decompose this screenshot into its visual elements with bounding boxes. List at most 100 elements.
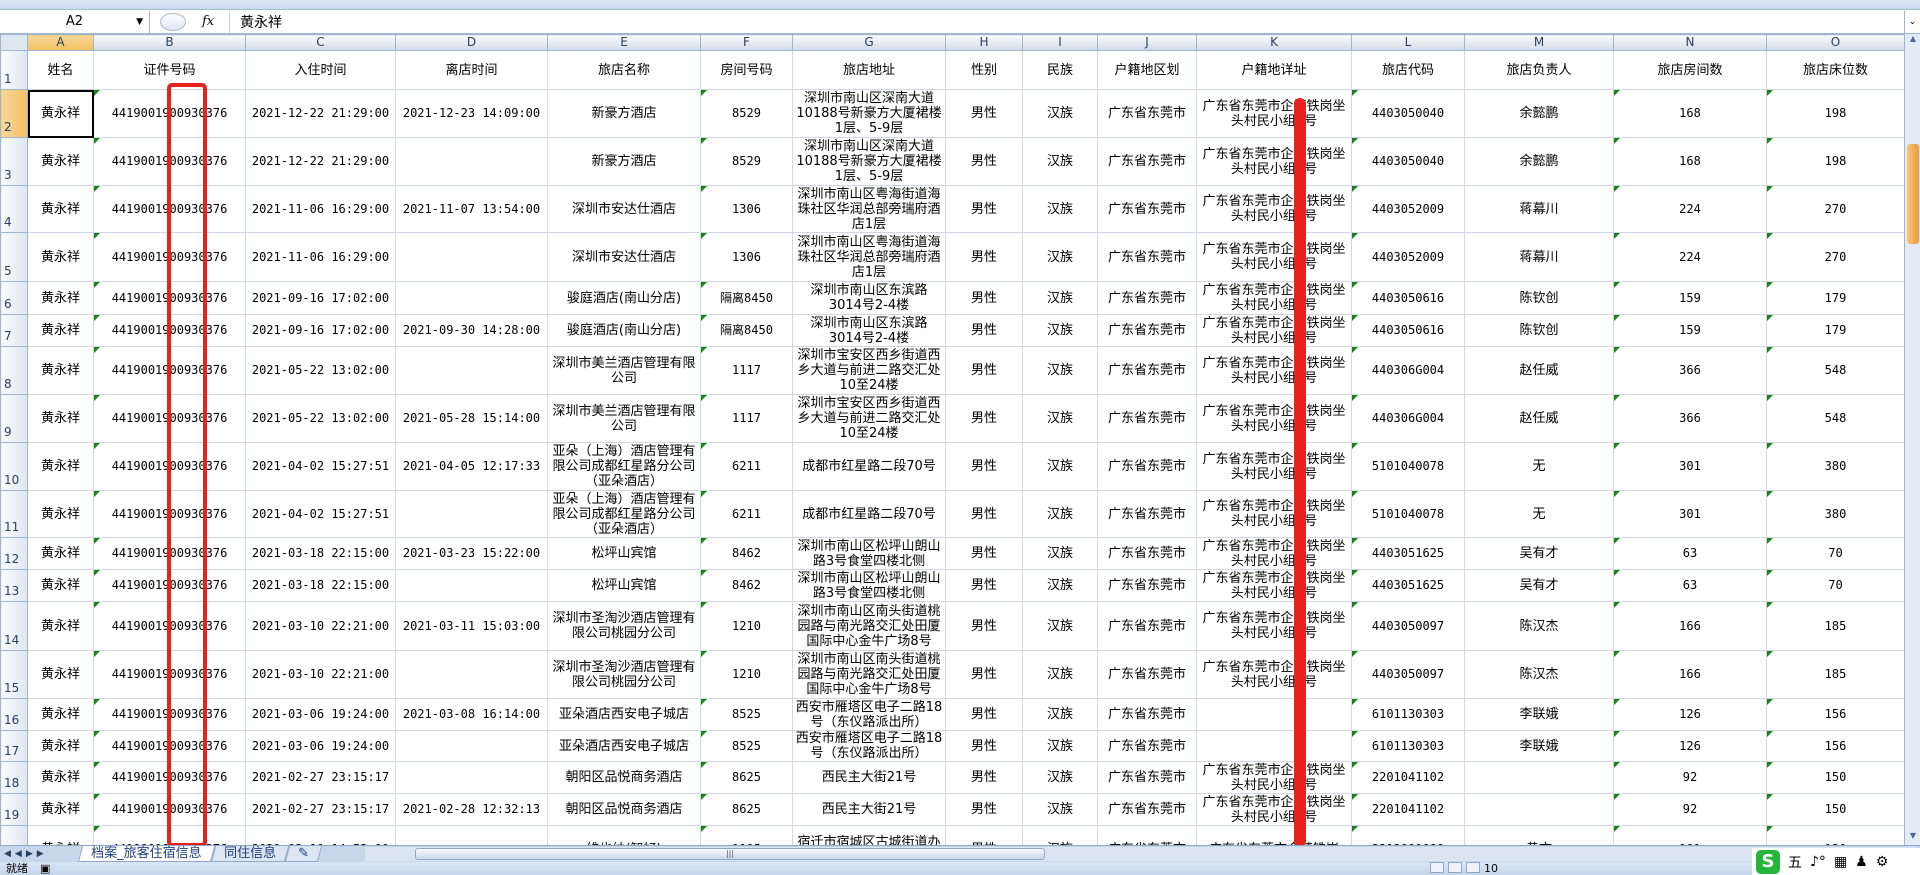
cell-E10[interactable]: 亚朵（上海）酒店管理有限公司成都红星路分公司（亚朵酒店） bbox=[547, 442, 701, 491]
cell-K17[interactable] bbox=[1196, 730, 1352, 762]
cell-E17[interactable]: 亚朵酒店西安电子城店 bbox=[547, 730, 701, 762]
row-header-6[interactable]: 6 bbox=[0, 281, 28, 315]
cell-G7[interactable]: 深圳市南山区东滨路3014号2-4楼 bbox=[792, 314, 946, 347]
keyboard-icon[interactable]: ▦ bbox=[1833, 853, 1848, 870]
cell-F17[interactable]: 8525 bbox=[700, 730, 793, 762]
cell-I17[interactable]: 汉族 bbox=[1022, 730, 1098, 762]
cell-F2[interactable]: 8529 bbox=[700, 89, 793, 138]
column-header-G[interactable]: G bbox=[792, 34, 946, 51]
cell-E13[interactable]: 松坪山宾馆 bbox=[547, 569, 701, 602]
cell-L15[interactable]: 4403050097 bbox=[1351, 650, 1465, 699]
column-header-N[interactable]: N bbox=[1613, 34, 1767, 51]
cell-N10[interactable]: 301 bbox=[1613, 442, 1767, 491]
cell-M17[interactable]: 李联娥 bbox=[1464, 730, 1614, 762]
cell-J13[interactable]: 广东省东莞市 bbox=[1097, 569, 1197, 602]
cell-C10[interactable]: 2021-04-02 15:27:51 bbox=[245, 442, 396, 491]
cell-N8[interactable]: 366 bbox=[1613, 346, 1767, 395]
cell-O10[interactable]: 380 bbox=[1766, 442, 1904, 491]
cell-A11[interactable]: 黄永祥 bbox=[27, 490, 94, 538]
cell-F15[interactable]: 1210 bbox=[700, 650, 793, 699]
cell-N5[interactable]: 224 bbox=[1613, 232, 1767, 282]
cell-I2[interactable]: 汉族 bbox=[1022, 89, 1098, 138]
cell-D2[interactable]: 2021-12-23 14:09:00 bbox=[395, 89, 548, 138]
cell-A15[interactable]: 黄永祥 bbox=[27, 650, 94, 699]
cell-G18[interactable]: 西民主大街21号 bbox=[792, 761, 946, 794]
cell-N12[interactable]: 63 bbox=[1613, 537, 1767, 570]
column-header-B[interactable]: B bbox=[93, 34, 246, 51]
cell-I14[interactable]: 汉族 bbox=[1022, 601, 1098, 651]
cell-A20[interactable]: 黄永祥 bbox=[27, 825, 94, 845]
row-header-7[interactable]: 7 bbox=[0, 314, 28, 347]
column-header-J[interactable]: J bbox=[1097, 34, 1197, 51]
cell-I10[interactable]: 汉族 bbox=[1022, 442, 1098, 491]
header-cell-A[interactable]: 姓名 bbox=[27, 50, 94, 90]
cell-D9[interactable]: 2021-05-28 15:14:00 bbox=[395, 394, 548, 443]
cell-D8[interactable] bbox=[395, 346, 548, 395]
row-header-2[interactable]: 2 bbox=[0, 89, 28, 138]
row-header-3[interactable]: 3 bbox=[0, 137, 28, 186]
cell-M4[interactable]: 蒋幕川 bbox=[1464, 185, 1614, 233]
cell-C6[interactable]: 2021-09-16 17:02:00 bbox=[245, 281, 396, 315]
page-break-view-icon[interactable] bbox=[1466, 862, 1480, 873]
cell-O16[interactable]: 156 bbox=[1766, 698, 1904, 731]
scroll-up-icon[interactable]: ▲ bbox=[1909, 34, 1917, 43]
cell-A10[interactable]: 黄永祥 bbox=[27, 442, 94, 491]
cell-I13[interactable]: 汉族 bbox=[1022, 569, 1098, 602]
cell-G8[interactable]: 深圳市宝安区西乡街道西乡大道与前进二路交汇处10至24楼 bbox=[792, 346, 946, 395]
cell-K4[interactable]: 广东省东莞市企镇铁岗坐头村民小组0号 bbox=[1196, 185, 1352, 233]
cell-J20[interactable]: 广东省东莞市 bbox=[1097, 825, 1197, 845]
cell-O12[interactable]: 70 bbox=[1766, 537, 1904, 570]
cell-F12[interactable]: 8462 bbox=[700, 537, 793, 570]
cell-D15[interactable] bbox=[395, 650, 548, 699]
cell-K13[interactable]: 广东省东莞市企镇铁岗坐头村民小组0号 bbox=[1196, 569, 1352, 602]
header-cell-J[interactable]: 户籍地区划 bbox=[1097, 50, 1197, 90]
cell-O3[interactable]: 198 bbox=[1766, 137, 1904, 186]
cell-F18[interactable]: 8625 bbox=[700, 761, 793, 794]
cell-L11[interactable]: 5101040078 bbox=[1351, 490, 1465, 538]
cell-E5[interactable]: 深圳市安达仕酒店 bbox=[547, 232, 701, 282]
cell-G4[interactable]: 深圳市南山区粤海街道海珠社区华润总部旁瑞府酒店1层 bbox=[792, 185, 946, 233]
cell-C14[interactable]: 2021-03-10 22:21:00 bbox=[245, 601, 396, 651]
cell-C9[interactable]: 2021-05-22 13:02:00 bbox=[245, 394, 396, 443]
cell-D18[interactable] bbox=[395, 761, 548, 794]
cell-J9[interactable]: 广东省东莞市 bbox=[1097, 394, 1197, 443]
header-cell-O[interactable]: 旅店床位数 bbox=[1766, 50, 1904, 90]
cell-M9[interactable]: 赵任威 bbox=[1464, 394, 1614, 443]
vertical-scrollbar[interactable]: ▲ ▼ bbox=[1904, 34, 1920, 845]
cell-C8[interactable]: 2021-05-22 13:02:00 bbox=[245, 346, 396, 395]
cell-H15[interactable]: 男性 bbox=[945, 650, 1023, 699]
cell-L12[interactable]: 4403051625 bbox=[1351, 537, 1465, 570]
cell-M2[interactable]: 余懿鹏 bbox=[1464, 89, 1614, 138]
cell-K10[interactable]: 广东省东莞市企镇铁岗坐头村民小组0号 bbox=[1196, 442, 1352, 491]
cell-A7[interactable]: 黄永祥 bbox=[27, 314, 94, 347]
cell-M7[interactable]: 陈钦创 bbox=[1464, 314, 1614, 347]
cell-H7[interactable]: 男性 bbox=[945, 314, 1023, 347]
row-header-11[interactable]: 11 bbox=[0, 490, 28, 538]
header-cell-C[interactable]: 入住时间 bbox=[245, 50, 396, 90]
cell-J7[interactable]: 广东省东莞市 bbox=[1097, 314, 1197, 347]
cell-C12[interactable]: 2021-03-18 22:15:00 bbox=[245, 537, 396, 570]
cell-N19[interactable]: 92 bbox=[1613, 793, 1767, 826]
cell-H12[interactable]: 男性 bbox=[945, 537, 1023, 570]
cell-G14[interactable]: 深圳市南山区南头街道桃园路与南光路交汇处田厦国际中心金牛广场8号 bbox=[792, 601, 946, 651]
cell-G3[interactable]: 深圳市南山区深南大道10188号新豪方大厦裙楼1层、5-9层 bbox=[792, 137, 946, 186]
header-cell-I[interactable]: 民族 bbox=[1022, 50, 1098, 90]
cell-C4[interactable]: 2021-11-06 16:29:00 bbox=[245, 185, 396, 233]
cell-H5[interactable]: 男性 bbox=[945, 232, 1023, 282]
row-header-5[interactable]: 5 bbox=[0, 232, 28, 282]
cell-N11[interactable]: 301 bbox=[1613, 490, 1767, 538]
cell-A18[interactable]: 黄永祥 bbox=[27, 761, 94, 794]
row-header-12[interactable]: 12 bbox=[0, 537, 28, 570]
cell-D7[interactable]: 2021-09-30 14:28:00 bbox=[395, 314, 548, 347]
cell-H19[interactable]: 男性 bbox=[945, 793, 1023, 826]
row-header-17[interactable]: 17 bbox=[0, 730, 28, 762]
cell-L6[interactable]: 4403050616 bbox=[1351, 281, 1465, 315]
cell-D4[interactable]: 2021-11-07 13:54:00 bbox=[395, 185, 548, 233]
cell-N6[interactable]: 159 bbox=[1613, 281, 1767, 315]
cell-N16[interactable]: 126 bbox=[1613, 698, 1767, 731]
cell-C18[interactable]: 2021-02-27 23:15:17 bbox=[245, 761, 396, 794]
cell-O18[interactable]: 150 bbox=[1766, 761, 1904, 794]
cell-M16[interactable]: 李联娥 bbox=[1464, 698, 1614, 731]
cell-I3[interactable]: 汉族 bbox=[1022, 137, 1098, 186]
cell-F4[interactable]: 1306 bbox=[700, 185, 793, 233]
